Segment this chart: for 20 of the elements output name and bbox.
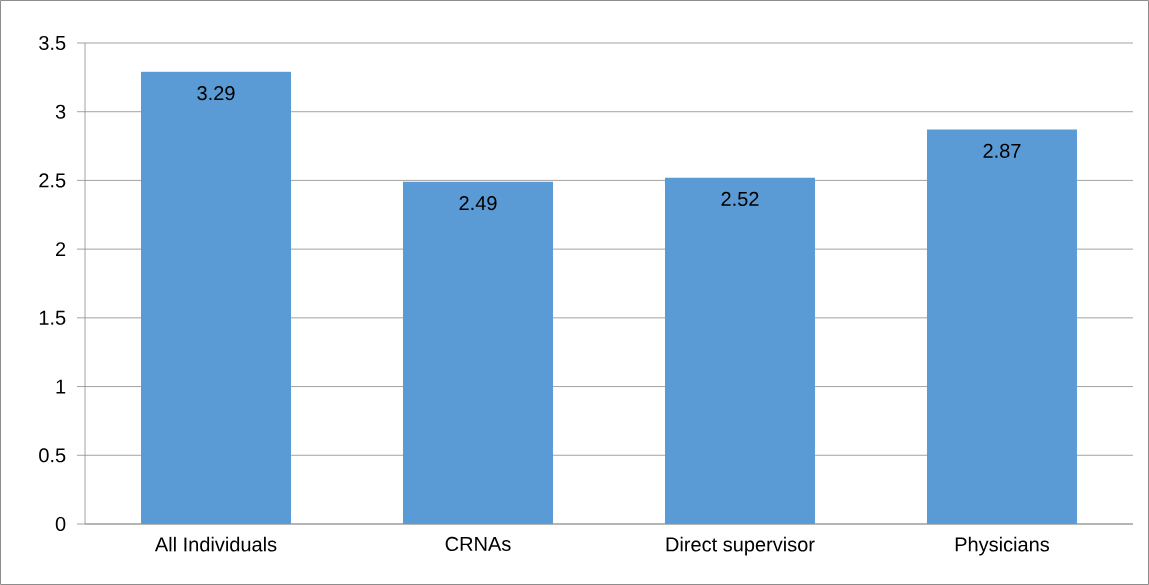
bar [926,129,1077,524]
y-tick-label: 3.5 [39,35,66,51]
data-label: 2.52 [721,191,759,207]
y-tick-label: 0 [55,516,66,532]
y-tick-label: 2.5 [39,173,66,188]
bar [141,71,291,524]
x-tick-label: CRNAs [445,536,511,551]
data-label: 3.29 [197,86,235,101]
x-tick-label: Direct supervisor [666,536,815,556]
x-tick-label: Physicians [955,536,1050,556]
bar [664,177,815,524]
data-label: 2.49 [459,196,497,211]
y-tick-label: 0.5 [39,448,66,463]
y-tick-label: 3 [55,104,66,119]
bar [403,181,553,524]
x-tick-label: All Individuals [154,536,277,552]
data-label: 2.87 [983,143,1021,158]
y-tick-label: 1 [56,379,66,394]
y-tick-label: 1.5 [39,310,66,325]
y-tick-label: 2 [56,242,66,257]
